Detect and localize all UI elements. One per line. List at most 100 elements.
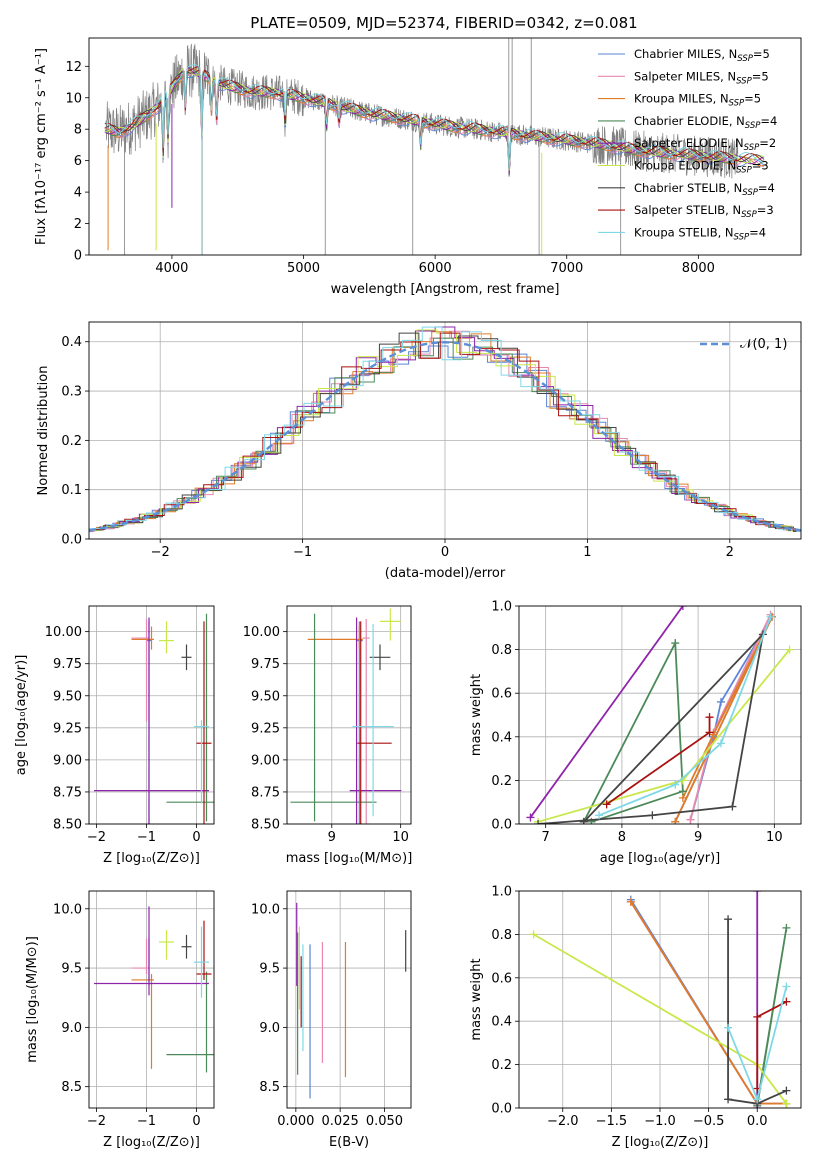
- legend-sub: SSP: [736, 166, 752, 176]
- x-tick-label: −1: [293, 545, 312, 560]
- y-tick-label: 9.75: [251, 657, 280, 672]
- legend-label: Kroupa STELIB, N: [634, 225, 734, 239]
- y-axis-label: mass [log₁₀(M/M⊙)]: [25, 936, 40, 1063]
- legend-entry: Kroupa ELODIE, NSSP=3: [634, 159, 769, 176]
- x-tick-label: 7: [542, 830, 550, 845]
- x-tick-label: 0: [192, 830, 200, 845]
- legend-tail: =3: [757, 203, 774, 217]
- y-tick-label: 0.0: [491, 1102, 512, 1117]
- weight-marker: [529, 930, 538, 939]
- legend-entry: Salpeter MILES, NSSP=5: [634, 69, 769, 86]
- x-tick-label: 8: [618, 830, 626, 845]
- legend-sub: SSP: [744, 143, 760, 153]
- y-tick-label: 9.75: [53, 657, 82, 672]
- spectrum-panel: 4000 5000 6000 7000 8000 0 2 4 6 8 10 12 wavelength …: [34, 37, 802, 297]
- weight-line: [727, 919, 787, 1105]
- y-tick-label: 1.0: [491, 600, 512, 615]
- x-axis-label: Z [log₁₀(Z/Z⊙)]: [103, 851, 200, 866]
- x-tick-label: −2.0: [547, 1114, 579, 1129]
- axes-frame: [286, 890, 412, 1109]
- age-vs-mass-panel: 9 10 8.50 8.75 9.00 9.25 9.50 9.75 10.00 mass [lo…: [243, 605, 412, 866]
- legend-entry: Kroupa STELIB, NSSP=4: [634, 225, 766, 242]
- age-vs-metallicity-panel: −2 −1 0 8.50 8.75 9.00 9.25 9.50 9.75 10.00 Z [log…: [14, 605, 215, 866]
- plot-area: [89, 326, 801, 533]
- y-tick-label: 10: [65, 91, 82, 106]
- plot-area: [526, 606, 794, 824]
- weight-marker: [705, 728, 714, 737]
- y-axis-label: age [log₁₀(age/yr)]: [14, 655, 29, 776]
- x-tick-label: 5000: [287, 261, 320, 276]
- weight-marker: [595, 811, 604, 820]
- x-axis-label: wavelength [Angstrom, rest frame]: [331, 282, 560, 297]
- y-tick-label: 2: [74, 217, 82, 232]
- axes-frame: [88, 890, 215, 1109]
- x-tick-label: 2: [726, 545, 734, 560]
- y-tick-label: 9.00: [251, 753, 280, 768]
- legend-entry: Kroupa MILES, NSSP=5: [634, 92, 761, 109]
- weight-marker: [785, 645, 794, 654]
- y-tick-label: 8.50: [251, 818, 280, 833]
- x-tick-label: 0.000: [277, 1114, 314, 1129]
- x-tick-label: 0: [441, 545, 449, 560]
- weight-line: [529, 606, 684, 818]
- x-axis-label: Z [log₁₀(Z/Z⊙)]: [612, 1135, 709, 1150]
- weight-marker: [678, 606, 687, 610]
- histogram-series: [89, 332, 801, 532]
- y-axis-label: Normed distribution: [36, 366, 51, 496]
- plot-area: [529, 891, 791, 1108]
- y-tick-label: 6: [74, 154, 82, 169]
- y-tick-label: 8.5: [61, 1080, 82, 1095]
- x-tick-label: 7000: [550, 261, 583, 276]
- y-tick-label: 9.0: [259, 1021, 280, 1036]
- x-axis-label: (data-model)/error: [385, 566, 506, 581]
- histogram-series: [89, 337, 801, 532]
- legend-tail: =5: [744, 92, 761, 106]
- weight-marker: [728, 802, 737, 811]
- y-tick-label: 8.75: [53, 785, 82, 800]
- legend-tail: =4: [760, 114, 777, 128]
- y-tick-label: 0.3: [61, 385, 82, 400]
- y-tick-label: 10.00: [243, 625, 280, 640]
- y-tick-label: 10.00: [45, 625, 82, 640]
- x-tick-label: −1.5: [596, 1114, 628, 1129]
- plot-area: [290, 608, 402, 824]
- plot-area: [94, 613, 214, 824]
- residual-histogram-panel: −2 −1 0 1 2 0.0 0.1 0.2 0.3 0.4 (data-model)/error…: [36, 321, 802, 581]
- y-tick-label: 0.8: [491, 928, 512, 943]
- weight-marker: [782, 923, 791, 932]
- y-tick-label: 0: [74, 249, 82, 264]
- x-axis-label: E(B-V): [329, 1135, 369, 1150]
- y-tick-label: 12: [65, 60, 82, 75]
- weight-marker: [534, 820, 543, 824]
- legend-tail: =2: [759, 136, 776, 150]
- x-tick-label: −1.0: [644, 1114, 676, 1129]
- y-tick-label: 9.25: [251, 721, 280, 736]
- y-tick-label: 0.8: [491, 643, 512, 658]
- histogram-series: [89, 329, 801, 532]
- legend-entry: 𝒩(0, 1): [740, 337, 787, 352]
- legend-label: Salpeter MILES, N: [634, 69, 736, 83]
- legend-sub: SSP: [729, 99, 745, 109]
- legend-tail: =5: [752, 69, 769, 83]
- legend-entry: Chabrier ELODIE, NSSP=4: [634, 114, 777, 131]
- weight-marker: [766, 612, 775, 621]
- y-axis-label: Flux [fλ10⁻¹⁷ erg cm⁻² s⁻¹ A⁻¹]: [34, 48, 49, 245]
- x-axis-label: age [log₁₀(age/yr)]: [600, 851, 721, 866]
- weight-marker: [678, 787, 687, 796]
- y-tick-label: 8.5: [259, 1080, 280, 1095]
- weight-marker: [753, 1095, 762, 1104]
- y-tick-label: 0.1: [61, 483, 82, 498]
- x-tick-label: 9: [694, 830, 702, 845]
- axes-frame: [88, 321, 802, 540]
- legend-sub: SSP: [741, 210, 757, 220]
- y-tick-label: 9.00: [53, 753, 82, 768]
- weight-marker: [579, 817, 588, 824]
- legend-label: Salpeter ELODIE, N: [634, 136, 744, 150]
- y-tick-label: 0.0: [491, 818, 512, 833]
- weight-marker: [671, 780, 680, 789]
- legend-label: Chabrier ELODIE, N: [634, 114, 745, 128]
- weight-marker: [705, 713, 714, 722]
- y-tick-label: 0.2: [491, 1058, 512, 1073]
- x-tick-label: 0.050: [366, 1114, 403, 1129]
- y-axis-label: mass weight: [469, 958, 484, 1040]
